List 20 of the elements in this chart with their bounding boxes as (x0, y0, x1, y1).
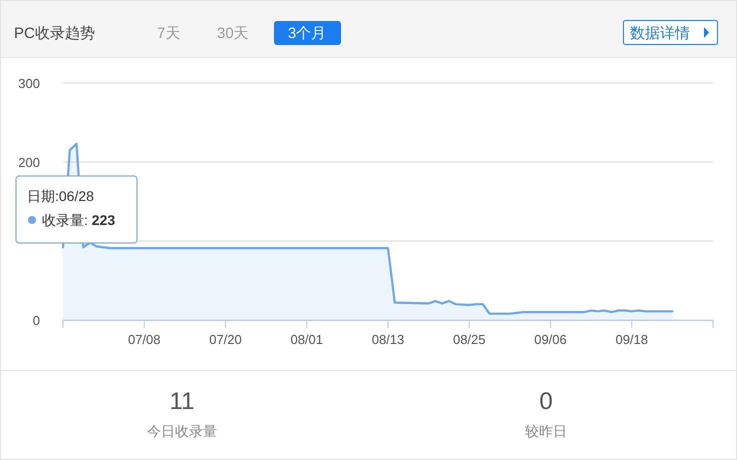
text: 30天 (217, 25, 249, 42)
text: 较昨日 (525, 423, 567, 439)
chart-title: PC收录趋势 (14, 25, 95, 42)
text: 今日收录量 (147, 423, 217, 439)
x-tick-label: 09/06 (534, 332, 567, 347)
text: 0 (539, 388, 553, 415)
x-tick-label: 08/13 (372, 332, 404, 347)
x-tick-label: 08/25 (452, 332, 486, 347)
x-tick-label: 07/20 (209, 332, 242, 347)
y-tick-label: 200 (18, 155, 40, 170)
y-tick-label: 0 (32, 313, 40, 328)
annotation: 日期:06/28 收录量: 223 (27, 188, 116, 228)
x-tick-label: 07/08 (128, 332, 161, 347)
x-tick-label: 08/01 (290, 332, 324, 347)
y-tick-label: 300 (18, 76, 40, 91)
text: 7天 (157, 25, 180, 42)
text: 3个月 (288, 25, 326, 42)
text: 11 (170, 388, 194, 415)
x-tick-label: 09/18 (615, 332, 648, 347)
text: 数据详情 (630, 25, 690, 42)
